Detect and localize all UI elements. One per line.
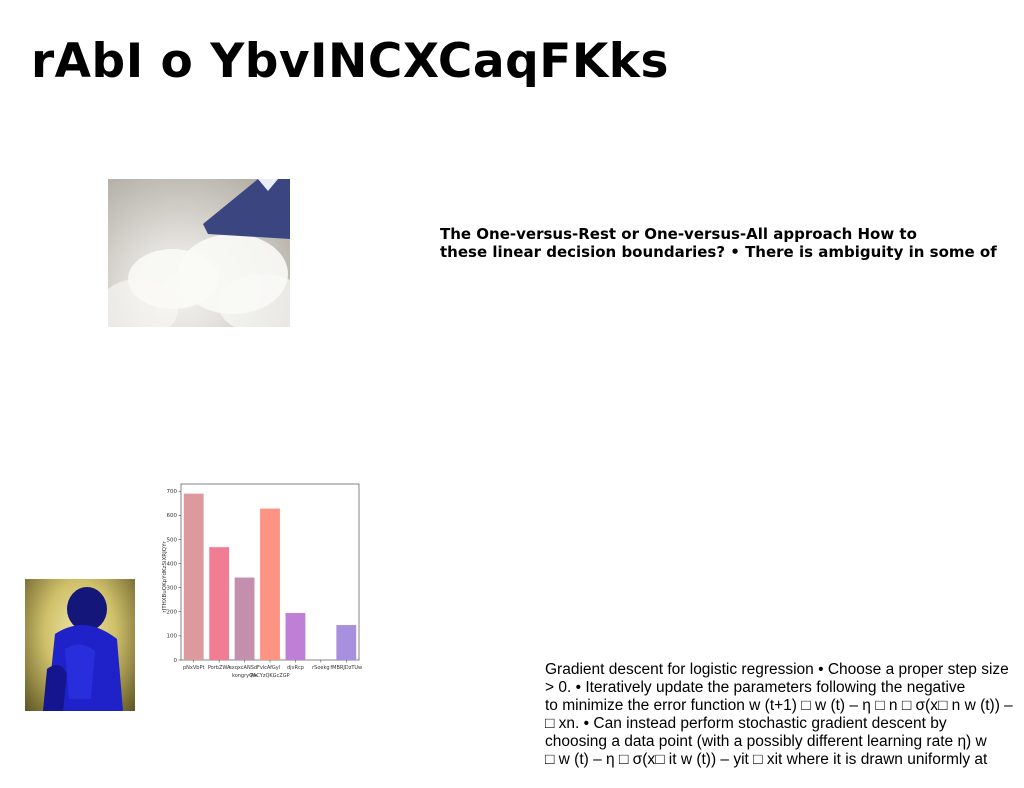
- slide-title: rAbI o YbvINCXCaqFKks: [31, 34, 670, 89]
- paragraph-top-line: these linear decision boundaries? • Ther…: [440, 243, 997, 261]
- paragraph-top-line: The One-versus-Rest or One-versus-All ap…: [440, 225, 917, 243]
- x-tick-label: PACYzQKGcZGP: [250, 673, 289, 679]
- y-tick-label: 500: [167, 537, 178, 543]
- paragraph-top: The One-versus-Rest or One-versus-All ap…: [440, 225, 1024, 261]
- y-tick-label: 100: [167, 634, 178, 640]
- x-tick-label: vlcAfGyl: [260, 665, 280, 671]
- y-tick-label: 200: [167, 610, 178, 616]
- y-tick-label: 300: [167, 585, 178, 591]
- bar-pNxVbPt: [183, 493, 204, 660]
- y-tick-label: 600: [167, 513, 178, 519]
- y-tick-label: 700: [167, 489, 178, 495]
- airplane-wing-icon: [203, 179, 290, 239]
- chart-y-axis-label: rJTHXBuQKpYdKzSiXRJQYr: [162, 541, 168, 613]
- paragraph-bottom-line: > 0. • Iteratively update the parameters…: [545, 679, 966, 696]
- x-tick-label: PorbZWA: [208, 665, 231, 671]
- bar-djvRcp: [285, 612, 306, 660]
- clouds-airplane-wing-image: [108, 179, 290, 327]
- y-tick-label: 0: [174, 658, 178, 664]
- bar-fMBRJDzTUw: [336, 625, 357, 660]
- bar-PorbZWA: [209, 547, 230, 660]
- x-tick-label: djvRcp: [287, 665, 304, 671]
- paragraph-bottom-line: to minimize the error function w (t+1) □…: [545, 697, 1013, 714]
- x-tick-label: fMBRJDzTUw: [330, 665, 362, 671]
- paragraph-bottom-line: □ xn. • Can instead perform stochastic g…: [545, 715, 947, 732]
- paragraph-bottom-line: Gradient descent for logistic regression…: [545, 661, 1009, 678]
- bar-vlcAfGyl: [260, 508, 280, 660]
- paragraph-bottom-line: □ w (t) – η □ σ(x□ it w (t)) – yit □ xit…: [545, 751, 988, 768]
- paragraph-bottom: Gradient descent for logistic regression…: [545, 661, 1024, 769]
- x-tick-label: sxqxcANSdF: [229, 665, 260, 671]
- blue-figure-image: [25, 579, 135, 711]
- x-tick-label: kongryQw: [232, 673, 257, 679]
- bar-chart: 0 100 200 300 400 500 600 700 pNxVbPt PorbZWAsxq…: [162, 483, 362, 679]
- chart-y-ticks: 0 100 200 300 400 500 600 700: [167, 489, 181, 664]
- y-tick-label: 400: [167, 561, 178, 567]
- paragraph-bottom-line: choosing a data point (with a possibly d…: [545, 733, 987, 750]
- x-tick-label: pNxVbPt: [183, 665, 204, 671]
- x-tick-label: rSoekg: [312, 665, 329, 671]
- bar-sxqxcANSdF: [234, 577, 255, 660]
- chart-bars: [183, 493, 357, 660]
